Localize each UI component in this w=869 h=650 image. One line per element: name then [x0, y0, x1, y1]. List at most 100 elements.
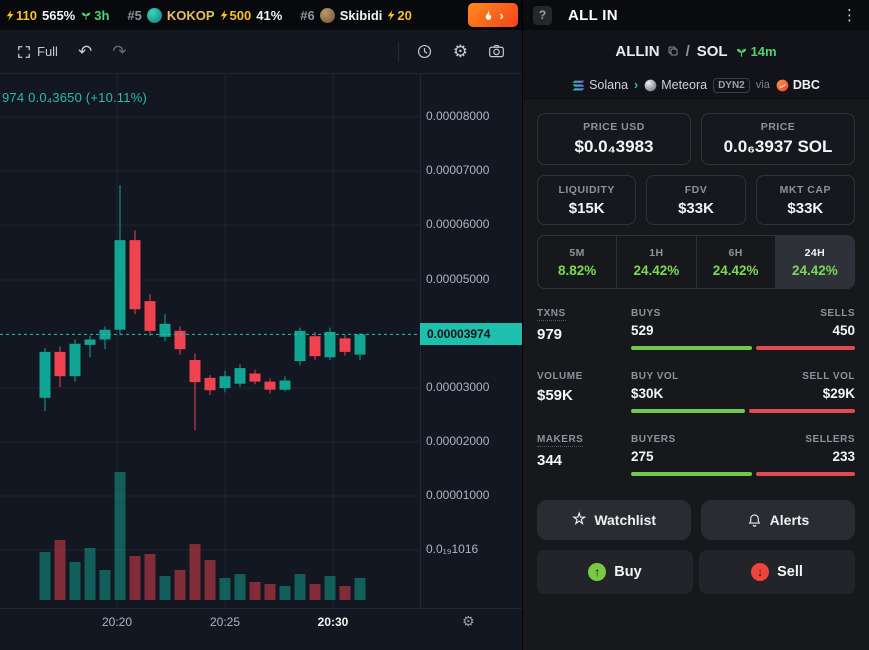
price-native-value: 0.0₆3937 SOL: [723, 137, 833, 156]
boosts-menu-button[interactable]: ›: [468, 3, 518, 27]
lightning-icon: [220, 9, 228, 21]
makers-value: 344: [537, 452, 563, 469]
token-avatar: [146, 7, 162, 23]
copy-icon[interactable]: [667, 45, 679, 57]
fdv-card: FDV $33K: [646, 175, 746, 225]
y-axis-label: 0.00002000: [426, 434, 490, 448]
boost-count: 20: [387, 8, 412, 23]
lightning-icon: [6, 9, 14, 21]
token-panel: ? ALL IN ⋮ ALLIN / SOL 14m Solana › Mete…: [522, 0, 869, 650]
via-label: via: [755, 79, 770, 91]
trending-item-2[interactable]: #5 KOKOP 500 41%: [127, 7, 282, 23]
seedling-icon: [736, 48, 746, 57]
replay-button[interactable]: [409, 38, 440, 65]
price-native-card: PRICE 0.0₆3937 SOL: [701, 113, 855, 165]
price-usd-label: PRICE USD: [583, 121, 645, 133]
lightning-icon: [388, 9, 395, 21]
boost-count: 500: [220, 8, 251, 23]
tab-6h[interactable]: 6H 24.42%: [695, 236, 775, 288]
buyers-sellers-bar: [631, 472, 855, 476]
trending-item-3[interactable]: #6 Skibidi 20: [300, 7, 412, 23]
pair-separator: /: [685, 42, 690, 60]
chart-toolbar: Full ↶ ↷ ⚙: [0, 30, 522, 74]
pool-type-badge: DYN2: [713, 77, 750, 93]
y-axis-label: 0.00008000: [426, 109, 490, 123]
gear-icon: ⚙: [452, 42, 468, 61]
metrics-section: TXNS 979 BUYS 529 SELLS 450: [537, 297, 855, 486]
kebab-menu-icon[interactable]: ⋮: [842, 7, 857, 24]
chevron-right-icon: ›: [634, 78, 639, 92]
undo-button[interactable]: ↶: [71, 38, 99, 65]
sell-button[interactable]: ↓ Sell: [699, 550, 855, 594]
quote-token: SOL: [696, 42, 728, 60]
help-button[interactable]: ?: [533, 5, 552, 25]
fullscreen-button[interactable]: Full: [10, 39, 65, 64]
screenshot-button[interactable]: [481, 38, 512, 65]
buy-sell-vol-bar: [631, 409, 855, 413]
network-link[interactable]: Solana: [572, 78, 628, 92]
ohlc-info-line: 974 0.0₄3650 (+10.11%): [2, 90, 147, 105]
chart-canvas[interactable]: 974 0.0₄3650 (+10.11%) 0.00008000 0.0000…: [0, 74, 522, 650]
time-label: 20:20: [101, 615, 133, 629]
solana-icon: [572, 80, 585, 90]
volume-label: VOLUME: [537, 371, 583, 382]
chevron-right-icon: ›: [499, 7, 504, 23]
dex-link[interactable]: Meteora: [644, 78, 707, 92]
sell-vol-value: $29K: [822, 386, 855, 401]
panel-content: PRICE USD $0.0₄3983 PRICE 0.0₆3937 SOL L…: [523, 99, 869, 650]
token-avatar: [319, 7, 335, 23]
buys-value: 529: [631, 323, 654, 338]
base-token: ALLIN: [615, 42, 660, 60]
token-name: Skibidi: [339, 7, 383, 23]
buys-sells-bar: [631, 346, 855, 350]
star-icon: ☆: [571, 511, 587, 528]
candlestick-chart[interactable]: [0, 74, 522, 650]
action-buttons: ☆ Watchlist Alerts: [537, 500, 855, 540]
tab-24h[interactable]: 24H 24.42%: [774, 236, 854, 288]
timeframe-tabs: 5M 8.82% 1H 24.42% 6H 24.42% 24H 24.42%: [537, 235, 855, 289]
launchpad-link[interactable]: DBC: [776, 78, 820, 92]
txns-row: TXNS 979 BUYS 529 SELLS 450: [537, 297, 855, 360]
trending-bar: 110 565% 3h #5 KOKOP 500 41% #6 Skibidi: [0, 0, 522, 30]
tab-1h[interactable]: 1H 24.42%: [616, 236, 695, 288]
tab-5m[interactable]: 5M 8.82%: [557, 246, 597, 278]
buy-vol-label: BUY VOL: [631, 371, 679, 382]
y-axis-label: 0.00001000: [426, 488, 490, 502]
buy-arrow-icon: ↑: [588, 563, 607, 581]
trending-change: 565%: [41, 7, 76, 23]
current-price-tag: 0.00003974: [420, 323, 522, 346]
clock-icon: [417, 44, 431, 59]
price-usd-card: PRICE USD $0.0₄3983: [537, 113, 691, 165]
chart-settings-button[interactable]: ⚙: [446, 38, 475, 65]
liquidity-card: LIQUIDITY $15K: [537, 175, 637, 225]
time-axis[interactable]: 20:20 20:25 20:30 ⚙: [0, 608, 522, 650]
token-age: 3h: [80, 8, 109, 23]
redo-icon: ↷: [112, 42, 127, 61]
redo-button[interactable]: ↷: [105, 38, 133, 65]
axis-settings-icon[interactable]: ⚙: [462, 613, 475, 629]
price-native-label: PRICE: [760, 121, 796, 133]
pair-title-row: ALLIN / SOL 14m: [523, 30, 869, 72]
txns-label: TXNS: [537, 308, 566, 321]
stat-cards: LIQUIDITY $15K FDV $33K MKT CAP $33K: [537, 175, 855, 225]
trade-buttons: ↑ Buy ↓ Sell: [537, 550, 855, 594]
makers-row: MAKERS 344 BUYERS 275 SELLERS 233: [537, 423, 855, 486]
sell-arrow-icon: ↓: [751, 563, 770, 581]
watchlist-button[interactable]: ☆ Watchlist: [537, 500, 691, 540]
txns-value: 979: [537, 326, 563, 343]
price-usd-value: $0.0₄3983: [574, 137, 654, 156]
trending-item-1[interactable]: 110 565% 3h: [6, 8, 109, 23]
volume-value: $59K: [537, 387, 573, 404]
dbc-icon: [776, 79, 789, 91]
chain-row: Solana › Meteora DYN2 via DBC: [523, 72, 869, 99]
token-name: KOKOP: [166, 7, 215, 23]
sellers-label: SELLERS: [805, 434, 855, 445]
buy-button[interactable]: ↑ Buy: [537, 550, 693, 594]
undo-icon: ↶: [77, 42, 93, 61]
alerts-button[interactable]: Alerts: [701, 500, 855, 540]
token-title: ALL IN: [568, 6, 618, 24]
chart-pane: Full ↶ ↷ ⚙ 974 0.0₄3650 (+10.11%) 0.0000…: [0, 30, 522, 650]
trending-rank: #6: [300, 7, 315, 23]
y-axis-label: 0.00003000: [426, 380, 490, 394]
y-axis-label: 0.00006000: [426, 217, 490, 231]
